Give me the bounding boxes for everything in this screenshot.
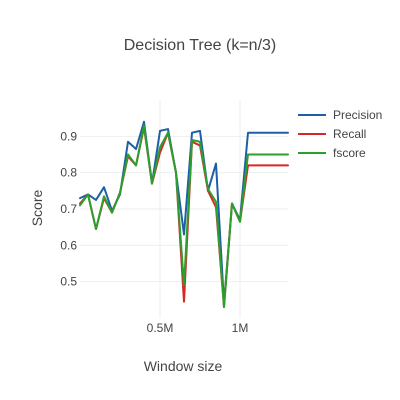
series-line-fscore bbox=[79, 124, 289, 309]
y-tick-label: 0.9 bbox=[60, 129, 77, 143]
plot-area: 0.5 0.6 0.7 0.8 0.9 0.5M 1M bbox=[60, 100, 289, 335]
x-tick-label: 1M bbox=[232, 321, 249, 335]
y-axis-title: Score bbox=[29, 190, 45, 227]
legend-label-fscore: fscore bbox=[333, 146, 366, 160]
y-tick-label: 0.5 bbox=[60, 275, 77, 289]
legend-label-recall: Recall bbox=[333, 127, 366, 141]
y-tick-label: 0.6 bbox=[60, 238, 77, 252]
y-tick-label: 0.8 bbox=[60, 166, 77, 180]
chart-title: Decision Tree (k=n/3) bbox=[124, 37, 277, 54]
legend-label-precision: Precision bbox=[333, 108, 382, 122]
x-tick-label: 0.5M bbox=[147, 321, 174, 335]
legend: Precision Recall fscore bbox=[298, 108, 382, 160]
x-axis-title: Window size bbox=[144, 358, 223, 374]
y-tick-label: 0.7 bbox=[60, 202, 77, 216]
